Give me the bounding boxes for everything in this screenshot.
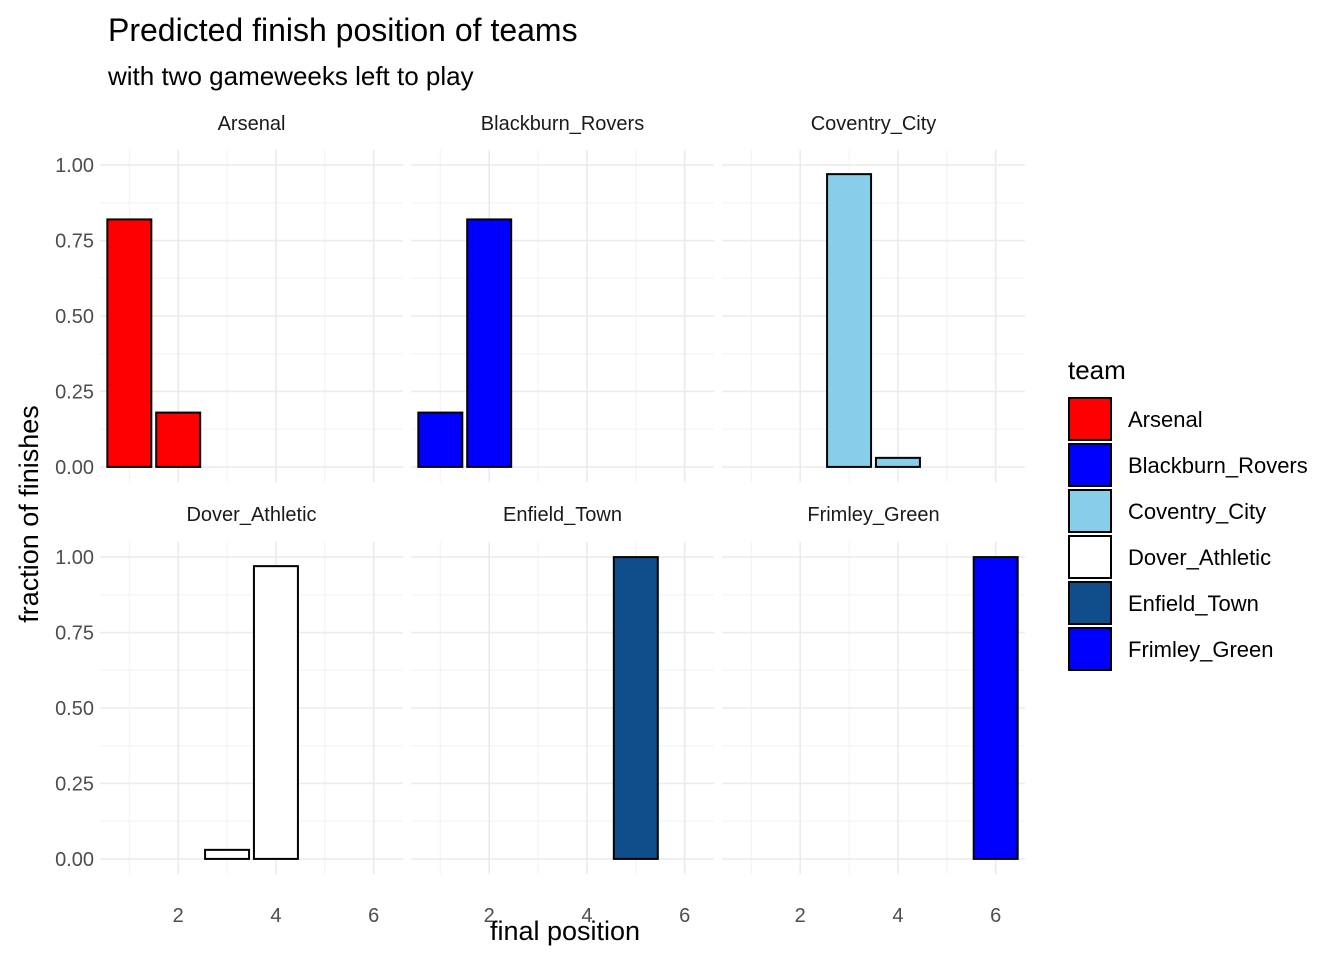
legend-swatch-arsenal (1068, 397, 1112, 441)
y-tick-label: 0.75 (55, 231, 94, 253)
facet-panel-blackburn-rovers: Blackburn_Rovers (411, 113, 714, 482)
facet-panel-frimley-green: Frimley_Green 2 4 6 (722, 504, 1025, 927)
facet-strip-label: Blackburn_Rovers (481, 113, 644, 135)
bar-frimley-green-pos-6 (972, 556, 1019, 860)
x-tick-label: 4 (892, 905, 903, 927)
x-tick-label: 4 (270, 905, 281, 927)
bar-dover-athletic-pos-4 (252, 565, 299, 860)
y-tick-label: 0.00 (55, 849, 94, 871)
facet-panel-dover-athletic: Dover_Athletic 0.00 0.25 0.50 0.75 1.00 2 4 6 (55, 504, 403, 927)
x-tick-label: 2 (173, 905, 184, 927)
facet-strip-label: Arsenal (218, 113, 286, 135)
legend-label-arsenal: Arsenal (1128, 407, 1203, 432)
bar-blackburn-rovers-pos-1 (417, 411, 464, 468)
x-tick-label: 4 (581, 905, 592, 927)
legend-swatch-dover-athletic (1068, 535, 1112, 579)
legend-items: Arsenal Blackburn_Rovers Coventry_City Dove… (1068, 397, 1308, 671)
legend-label-dover-athletic: Dover_Athletic (1128, 545, 1271, 570)
facet-panel-coventry-city: Coventry_City (722, 113, 1025, 482)
legend: team Arsenal Blackburn_Rovers Coventry_Cit… (1068, 355, 1308, 671)
legend-swatch-coventry-city (1068, 489, 1112, 533)
x-tick-label: 6 (679, 905, 690, 927)
bar-arsenal-pos-1 (106, 218, 153, 468)
y-tick-label: 0.50 (55, 306, 94, 328)
legend-swatch-blackburn-rovers (1068, 443, 1112, 487)
bar-enfield-town-pos-5 (612, 556, 659, 860)
bar-coventry-city-pos-3 (826, 173, 873, 468)
y-tick-label: 0.25 (55, 381, 94, 403)
y-tick-label: 0.25 (55, 773, 94, 795)
bar-dover-athletic-pos-3 (204, 848, 251, 860)
facet-strip-label: Dover_Athletic (186, 504, 316, 526)
facet-panel-enfield-town: Enfield_Town 2 4 6 (411, 504, 714, 927)
facet-strip-label: Frimley_Green (807, 504, 939, 526)
x-axis-label: final position (490, 916, 640, 946)
y-tick-label: 0.00 (55, 457, 94, 479)
facet-panels: Arsenal 0.00 0.25 0.50 0.75 1.00 Blackburn_Rov… (55, 113, 1025, 927)
facet-panel-arsenal: Arsenal 0.00 0.25 0.50 0.75 1.00 (55, 113, 403, 482)
bar-coventry-city-pos-4 (874, 456, 921, 468)
chart-title: Predicted finish position of teams (108, 12, 578, 48)
y-tick-label: 0.75 (55, 623, 94, 645)
x-tick-label: 6 (368, 905, 379, 927)
x-tick-label: 6 (990, 905, 1001, 927)
y-axis-label: fraction of finishes (14, 405, 44, 623)
bar-blackburn-rovers-pos-2 (466, 218, 513, 468)
legend-label-coventry-city: Coventry_City (1128, 499, 1266, 524)
x-tick-label: 2 (795, 905, 806, 927)
legend-swatch-enfield-town (1068, 581, 1112, 625)
chart-subtitle: with two gameweeks left to play (107, 61, 474, 91)
facet-strip-label: Enfield_Town (503, 504, 622, 526)
legend-swatch-frimley-green (1068, 627, 1112, 671)
y-tick-label: 1.00 (55, 547, 94, 569)
legend-label-frimley-green: Frimley_Green (1128, 637, 1273, 662)
x-tick-label: 2 (484, 905, 495, 927)
facet-strip-label: Coventry_City (811, 113, 937, 135)
y-tick-label: 1.00 (55, 155, 94, 177)
legend-title: team (1068, 355, 1126, 385)
legend-label-enfield-town: Enfield_Town (1128, 591, 1259, 616)
legend-label-blackburn-rovers: Blackburn_Rovers (1128, 453, 1308, 478)
y-tick-label: 0.50 (55, 698, 94, 720)
bar-arsenal-pos-2 (155, 411, 202, 468)
